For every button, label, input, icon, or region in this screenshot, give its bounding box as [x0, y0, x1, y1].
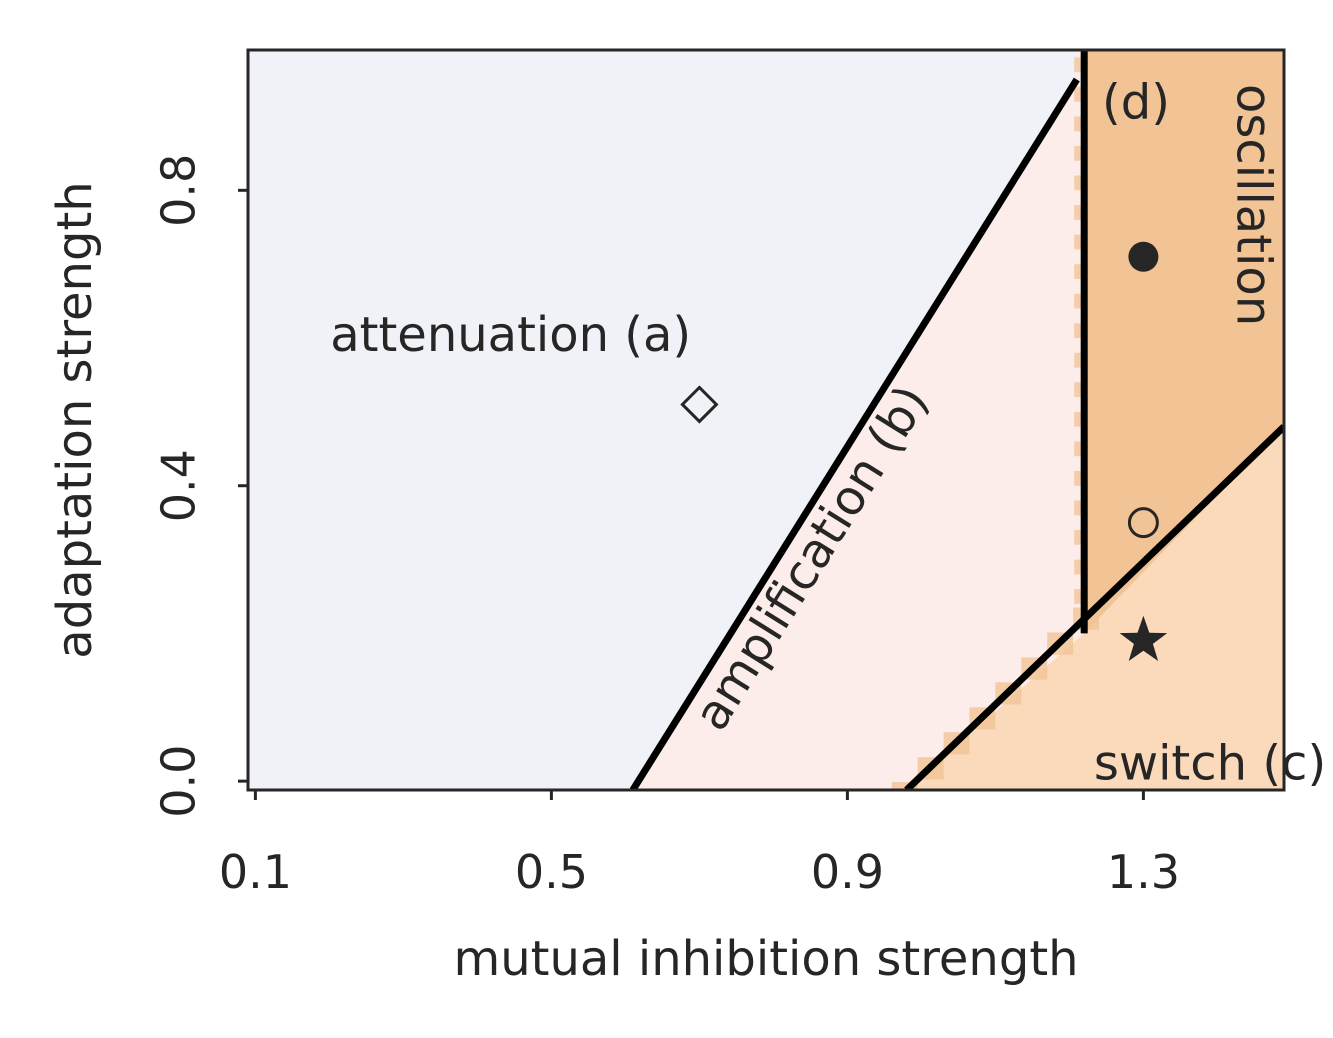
- x-tick-label: 0.1: [219, 845, 292, 899]
- marker-open-circle: [1127, 507, 1159, 539]
- axes-layer: 0.1 0.5 0.9 1.3 0.0 0.4 0.8 mutual inhibition s…: [47, 154, 1180, 987]
- boundary-attenuation-amplification: [629, 77, 1080, 790]
- marker-diamond: [680, 385, 719, 424]
- y-tick-label: 0.8: [152, 154, 206, 227]
- y-tick-label: 0.0: [152, 745, 206, 818]
- heatmap-cell-edge: [1074, 264, 1085, 279]
- heatmap-cell-edge: [1074, 471, 1085, 486]
- heatmap-cell-edge: [1074, 175, 1085, 191]
- boundaries-layer: [629, 50, 1284, 790]
- x-tick-label: 1.3: [1107, 845, 1180, 899]
- heatmap-cell-edge: [1074, 500, 1085, 516]
- region-oscillation: [1084, 50, 1284, 634]
- heatmap-cell-edge: [1074, 323, 1085, 339]
- heatmap-cell-edge: [1074, 293, 1085, 309]
- x-tick-label: 0.5: [515, 845, 588, 899]
- heatmap-cell-edge: [1074, 530, 1085, 545]
- heatmap-cell-edge: [1074, 205, 1085, 220]
- y-tick-label: 0.4: [152, 449, 206, 522]
- heatmap-cell-edge: [1074, 86, 1085, 102]
- markers-layer: [680, 241, 1168, 661]
- heatmap-cell-edge: [1074, 57, 1085, 73]
- region-label-attenuation: attenuation (a): [330, 307, 691, 363]
- x-tick-label: 0.9: [811, 845, 884, 899]
- heatmap-cell-edge: [1074, 382, 1085, 398]
- marker-filled-circle: [1128, 241, 1159, 272]
- plot-frame: [246, 48, 1286, 792]
- region-switch: [906, 426, 1284, 790]
- region-label-switch: switch (c): [1094, 735, 1326, 791]
- heatmap-cell-edge: [891, 782, 918, 790]
- y-axis-label: adaptation strength: [47, 181, 103, 658]
- heatmap-cell-edge: [1074, 589, 1085, 604]
- heatmap-cell-edge: [1074, 411, 1085, 427]
- heatmap-cell-edge: [1074, 234, 1085, 250]
- heatmap-cell-edge: [1074, 116, 1085, 132]
- heatmap-cell-edge: [1074, 146, 1085, 161]
- heatmap-cell-edge: [1074, 352, 1085, 368]
- heatmap-cell-edge: [1074, 441, 1085, 457]
- regions-layer: [248, 50, 1284, 790]
- region-label-oscillation-d: (d): [1102, 74, 1170, 130]
- boundary-switch-boundary: [904, 424, 1284, 790]
- region-label-oscillation: oscillation: [1226, 84, 1282, 326]
- region-amplification: [632, 50, 1085, 790]
- heatmap-cell-edge: [1074, 559, 1085, 575]
- x-axis-label: mutual inhibition strength: [453, 931, 1078, 987]
- marker-star: [1119, 615, 1168, 661]
